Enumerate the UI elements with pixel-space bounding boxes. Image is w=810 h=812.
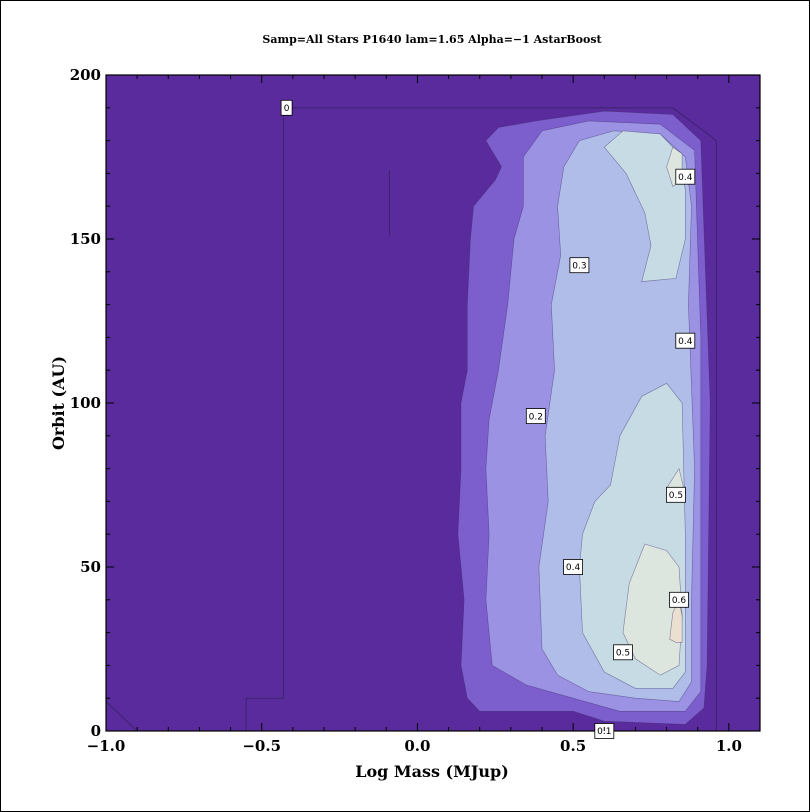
contour-region-level-0-5-5 bbox=[622, 543, 683, 676]
contour-label-text: 0.3 bbox=[572, 261, 586, 271]
contour-label-box bbox=[666, 486, 686, 503]
contour-line-0 bbox=[106, 701, 138, 731]
y-tick-label: 200 bbox=[70, 66, 101, 84]
contour-label-box bbox=[280, 99, 293, 116]
contour-label-3: 0.4 bbox=[675, 332, 696, 349]
contour-label-text: 0.6 bbox=[672, 596, 687, 606]
contour-label-4: 0.2 bbox=[525, 408, 546, 425]
contour-label-text: 0.4 bbox=[678, 337, 693, 347]
x-tick-label: 1.0 bbox=[716, 737, 742, 755]
contour-label-box bbox=[525, 408, 546, 425]
contour-label-text: 0.2 bbox=[529, 412, 543, 422]
contour-label-text: 0.4 bbox=[678, 173, 693, 183]
x-tick-label: −1.0 bbox=[87, 737, 126, 755]
contour-label-box bbox=[563, 559, 583, 575]
y-tick-label: 0 bbox=[91, 722, 101, 740]
contour-label-5: 0.5 bbox=[666, 486, 686, 503]
y-tick-label: 150 bbox=[70, 230, 101, 248]
contour-label-6: 0.4 bbox=[563, 559, 583, 575]
contour-label-1: 0.4 bbox=[675, 168, 696, 185]
x-tick-label: −0.5 bbox=[242, 737, 281, 755]
contour-label-box bbox=[675, 332, 696, 349]
contour-label-box bbox=[569, 257, 590, 274]
contour-label-text: 0.5 bbox=[669, 491, 683, 501]
contour-label-text: 0.1 bbox=[597, 727, 611, 737]
plot-area bbox=[106, 75, 760, 731]
contour-label-box bbox=[669, 591, 689, 608]
contour-labels: 0 0.4 0.3 0.4 0.2 0.5 0.4 0.6 0.5 0.1 bbox=[280, 99, 696, 739]
axes: −1.0 −0.5 0.0 0.5 1.0 0 50 100 150 200 bbox=[70, 66, 761, 755]
contour-label-7: 0.6 bbox=[669, 591, 689, 608]
contour-label-text: 0.5 bbox=[616, 649, 630, 659]
x-axis-label: Log Mass (MJup) bbox=[355, 762, 509, 781]
contour-label-text: 0.4 bbox=[566, 563, 581, 573]
y-tick-label: 50 bbox=[80, 558, 101, 576]
contour-label-box bbox=[675, 168, 696, 185]
chart-title: Samp=All Stars P1640 lam=1.65 Alpha=−1 A… bbox=[262, 33, 602, 46]
contour-label-text: 0 bbox=[284, 104, 290, 114]
contour-label-8: 0.5 bbox=[613, 644, 633, 661]
contour-label-2: 0.3 bbox=[569, 257, 590, 274]
x-tick-label: 0.5 bbox=[560, 737, 586, 755]
x-tick-label: 0.0 bbox=[404, 737, 430, 755]
contour-region-level-0-4-4 bbox=[603, 130, 686, 282]
contour-region-level-0-6-8 bbox=[669, 598, 683, 643]
y-axis-label: Orbit (AU) bbox=[49, 356, 68, 450]
contour-label-0: 0 bbox=[280, 99, 293, 116]
contour-label-box bbox=[613, 644, 633, 661]
y-tick-label: 100 bbox=[70, 394, 101, 412]
